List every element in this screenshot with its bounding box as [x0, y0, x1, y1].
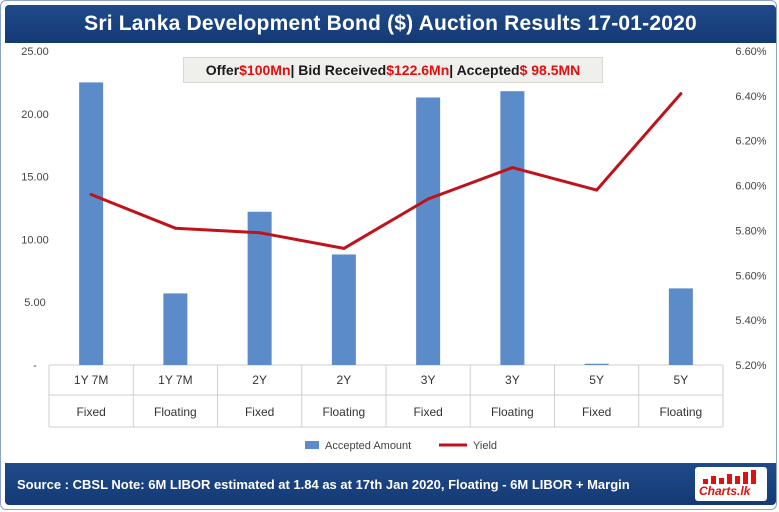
category-type-label: Fixed: [413, 405, 442, 419]
category-type-label: Fixed: [245, 405, 274, 419]
y-left-tick-label: 15.00: [21, 172, 49, 184]
bid-label: | Bid Received: [290, 62, 387, 78]
yield-point: [258, 231, 262, 235]
legend-bar-label: Accepted Amount: [325, 440, 411, 452]
yield-point: [679, 92, 683, 96]
yield-point: [89, 193, 93, 197]
bar: [416, 97, 441, 366]
category-tenor-label: 3Y: [421, 373, 436, 387]
category-tenor-label: 5Y: [674, 373, 689, 387]
y-left-tick-label: 10.00: [21, 234, 49, 246]
y-right-tick-label: 6.40%: [735, 91, 766, 103]
category-type-label: Fixed: [76, 405, 105, 419]
legend-bar-swatch: [305, 441, 319, 449]
y-left-tick-label: 5.00: [24, 297, 45, 309]
yield-line: [90, 92, 683, 250]
category-type-label: Floating: [491, 405, 534, 419]
y-left-tick-label: 20.00: [21, 109, 49, 121]
bar: [247, 211, 272, 365]
category-tenor-label: 5Y: [589, 373, 604, 387]
accepted-value: $ 98.5MN: [519, 62, 581, 78]
bar: [331, 254, 356, 365]
chart-svg: - 5.00 10.00 15.00 20.00 25.00 5.20% 5.40% 5.60%…: [21, 46, 767, 452]
bar: [584, 363, 609, 365]
yield-point: [595, 188, 599, 192]
y-left-tick-label: -: [33, 360, 37, 372]
offer-label: Offer: [205, 62, 240, 78]
source-footer: Source : CBSL Note: 6M LIBOR estimated a…: [5, 463, 776, 505]
y-right-tick-label: 6.20%: [735, 136, 766, 148]
category-tenor-label: 3Y: [505, 373, 520, 387]
logo-text: Charts.lk: [699, 484, 751, 498]
category-tenor-label: 1Y 7M: [74, 373, 108, 387]
source-note: Source : CBSL Note: 6M LIBOR estimated a…: [17, 476, 630, 492]
bar: [79, 82, 104, 366]
y-right-tick-label: 6.00%: [735, 181, 766, 193]
bar: [163, 293, 188, 365]
category-type-label: Floating: [660, 405, 703, 419]
yield-point: [426, 197, 430, 201]
accepted-label: | Accepted: [449, 62, 520, 78]
bid-value: $122.6Mn: [386, 62, 450, 78]
chart-title: Sri Lanka Development Bond ($) Auction R…: [5, 5, 776, 43]
plot-area: - 5.00 10.00 15.00 20.00 25.00 5.20% 5.40% 5.60%…: [5, 45, 776, 461]
y-right-tick-label: 5.20%: [735, 360, 766, 372]
offer-value: $100Mn: [239, 62, 291, 78]
category-tenor-label: 2Y: [252, 373, 267, 387]
auction-summary-box: Offer $100Mn | Bid Received $122.6Mn | A…: [183, 57, 603, 83]
yield-point: [510, 166, 514, 170]
category-type-label: Floating: [154, 405, 197, 419]
yield-point: [173, 226, 177, 230]
y-right-tick-label: 5.60%: [735, 270, 766, 282]
y-right-tick-label: 5.40%: [735, 315, 766, 327]
legend-line-label: Yield: [473, 440, 497, 452]
bar: [500, 91, 525, 365]
yield-point: [342, 246, 346, 250]
category-type-label: Floating: [323, 405, 366, 419]
y-left-tick-label: 25.00: [21, 46, 49, 58]
category-tenor-label: 1Y 7M: [158, 373, 192, 387]
category-tenor-label: 2Y: [337, 373, 352, 387]
charts-lk-logo: Charts.lk: [695, 467, 767, 501]
bar: [668, 288, 693, 365]
category-type-label: Fixed: [582, 405, 611, 419]
y-right-tick-label: 6.60%: [735, 46, 766, 58]
y-right-tick-label: 5.80%: [735, 225, 766, 237]
bar-chart-icon: [703, 470, 763, 484]
